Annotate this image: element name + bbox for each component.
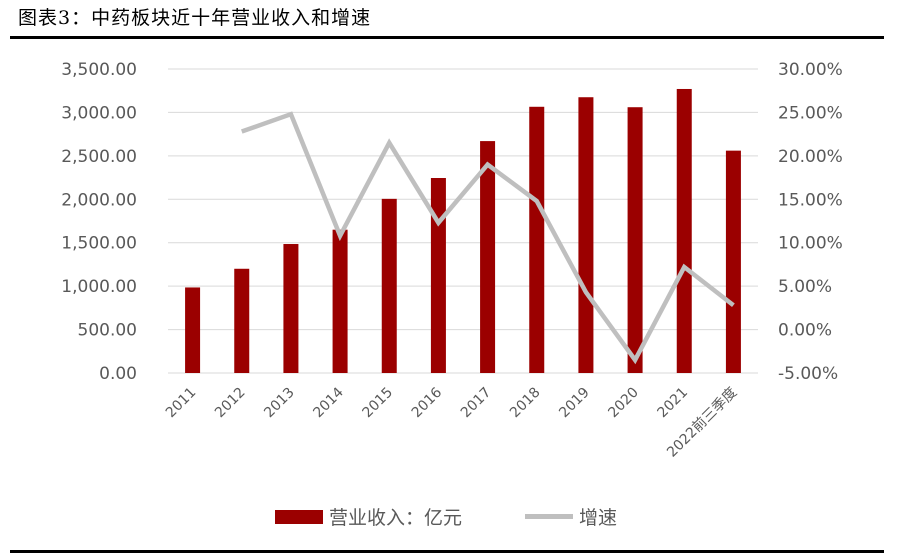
x-tick-label: 2015 (360, 385, 397, 422)
bar (676, 88, 692, 373)
figure-title: 图表3：中药板块近十年营业收入和增速 (18, 7, 372, 29)
bar (283, 244, 299, 373)
y-left-tick-label: 0.00 (99, 364, 137, 384)
top-rule (10, 36, 884, 39)
combo-chart: 0.00 -5.00% 500.00 0.00% 1,000.00 5.00% 1,500.… (61, 60, 843, 461)
legend-label-revenue: 营业收入：亿元 (329, 507, 463, 529)
x-tick-label: 2021 (655, 385, 692, 422)
bar (578, 97, 594, 373)
x-tick-label: 2017 (458, 385, 495, 422)
x-tick-label: 2014 (310, 384, 347, 421)
legend-label-growth: 增速 (579, 507, 618, 529)
bar (381, 198, 397, 373)
y-right-tick-label: 20.00% (778, 147, 843, 167)
legend-item-growth: 增速 (525, 503, 617, 530)
y-left-tick-label: 1,000.00 (61, 277, 137, 297)
bar (627, 107, 643, 374)
y-right-tick-label: -5.00% (778, 364, 838, 384)
bar (185, 287, 201, 373)
y-left-tick-label: 500.00 (78, 321, 137, 341)
legend-swatch-bar (275, 509, 323, 524)
bar (725, 150, 741, 373)
y-right-tick-label: 0.00% (778, 321, 832, 341)
legend-item-revenue: 营业收入：亿元 (275, 503, 462, 530)
bar (430, 178, 446, 373)
y-right-tick-label: 10.00% (778, 234, 843, 254)
bottom-rule (10, 550, 884, 553)
legend: 营业收入：亿元 增速 (0, 503, 924, 529)
bar (480, 141, 496, 373)
y-left-tick-label: 2,500.00 (61, 147, 137, 167)
x-tick-label: 2016 (409, 384, 446, 421)
legend-swatch-line (525, 514, 573, 519)
y-left-tick-label: 2,000.00 (61, 190, 137, 210)
x-tick-label: 2019 (556, 385, 593, 422)
y-right-tick-label: 5.00% (778, 277, 832, 297)
bar (234, 268, 250, 373)
x-tick-label: 2018 (507, 385, 544, 422)
x-tick-label: 2013 (261, 385, 298, 422)
y-left-tick-label: 3,000.00 (61, 103, 137, 123)
x-tick-label: 2020 (605, 385, 642, 422)
y-right-tick-label: 30.00% (778, 60, 843, 80)
bar (332, 229, 348, 373)
y-right-tick-label: 25.00% (778, 103, 843, 123)
x-tick-label: 2012 (212, 385, 249, 422)
bar (529, 106, 545, 373)
y-left-tick-label: 1,500.00 (61, 234, 137, 254)
x-tick-label: 2011 (163, 385, 200, 422)
y-right-tick-label: 15.00% (778, 190, 843, 210)
y-left-tick-label: 3,500.00 (61, 60, 137, 80)
